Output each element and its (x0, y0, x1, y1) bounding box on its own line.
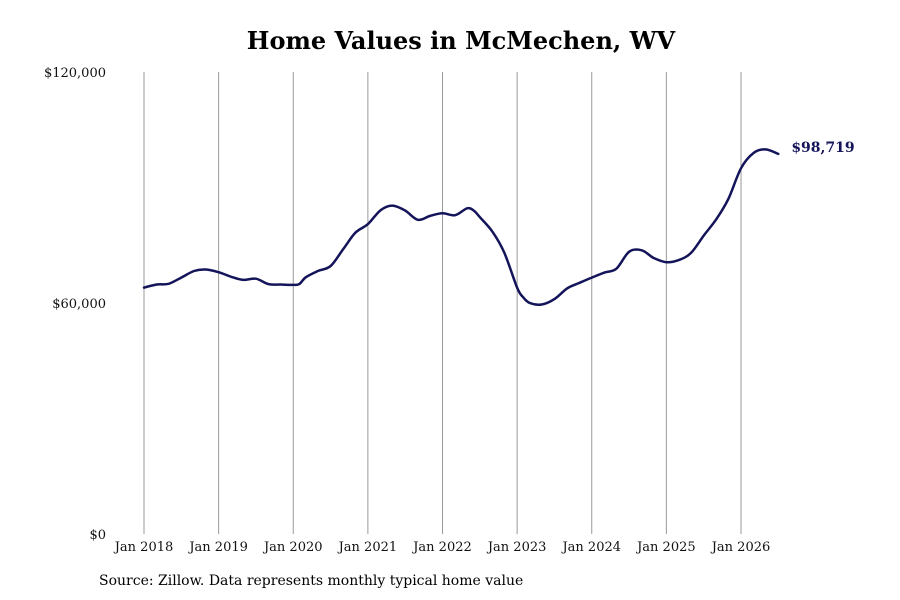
grid-lines (143, 72, 742, 534)
x-axis-ticks: Jan 2018 Jan 2019 Jan 2020 Jan 2021 Jan 2022… (113, 540, 771, 555)
x-tick-label: Jan 2022 (411, 540, 472, 555)
y-tick-label: $0 (89, 528, 106, 543)
x-tick-label: Jan 2018 (113, 540, 174, 555)
x-tick-label: Jan 2019 (187, 540, 248, 555)
end-value-label: $98,719 (791, 140, 854, 156)
series-layer (142, 148, 780, 306)
x-tick-label: Jan 2020 (262, 540, 323, 555)
line-chart: $0$60,000$120,000 Jan 2018 Jan 2019 Jan 20… (44, 66, 855, 555)
x-tick-label: Jan 2024 (560, 540, 621, 555)
source-note: Source: Zillow. Data represents monthly … (99, 573, 524, 589)
x-tick-label: Jan 2023 (486, 540, 547, 555)
end-label-layer: $98,719 (791, 140, 854, 156)
x-tick-label: Jan 2025 (635, 540, 696, 555)
y-axis-ticks: $0 $60,000 $120,000 (44, 66, 106, 543)
chart-title: Home Values in McMechen, WV (246, 26, 676, 55)
y-tick-label: $120,000 (44, 66, 106, 81)
x-tick-label: Jan 2026 (710, 540, 771, 555)
y-tick-label: $60,000 (52, 297, 106, 312)
x-tick-label: Jan 2021 (337, 540, 398, 555)
series-line-home-value (142, 148, 780, 306)
